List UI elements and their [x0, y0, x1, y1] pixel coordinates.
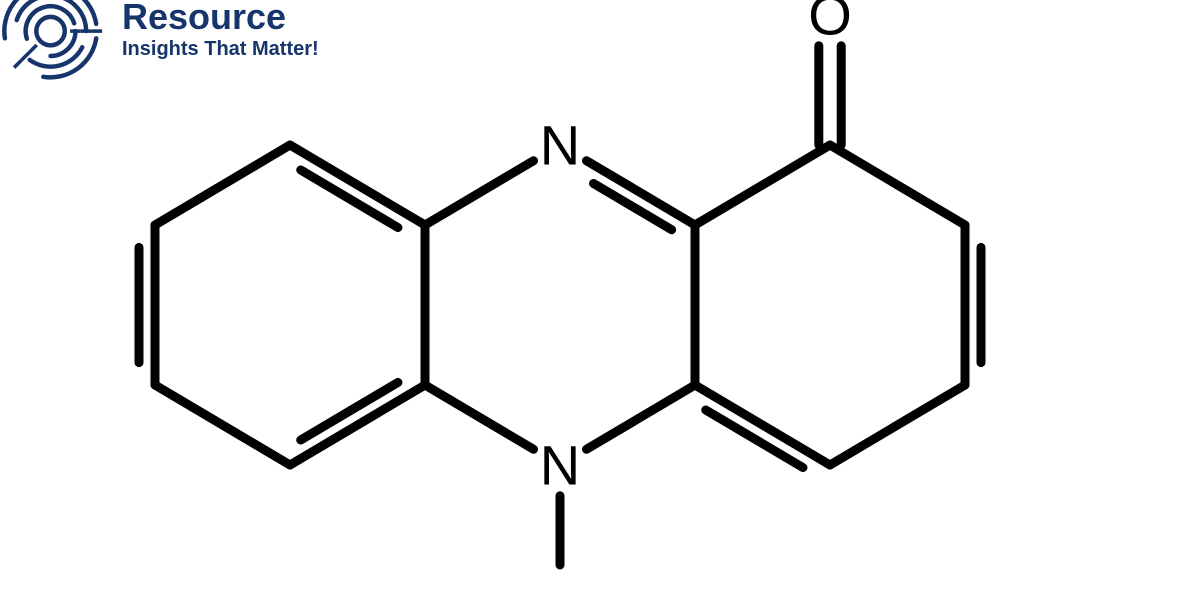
atom-label-n: N: [540, 434, 580, 497]
molecule-diagram: N N O: [0, 0, 1200, 600]
atom-label-n: N: [540, 114, 580, 177]
atom-label-o: O: [808, 0, 852, 47]
